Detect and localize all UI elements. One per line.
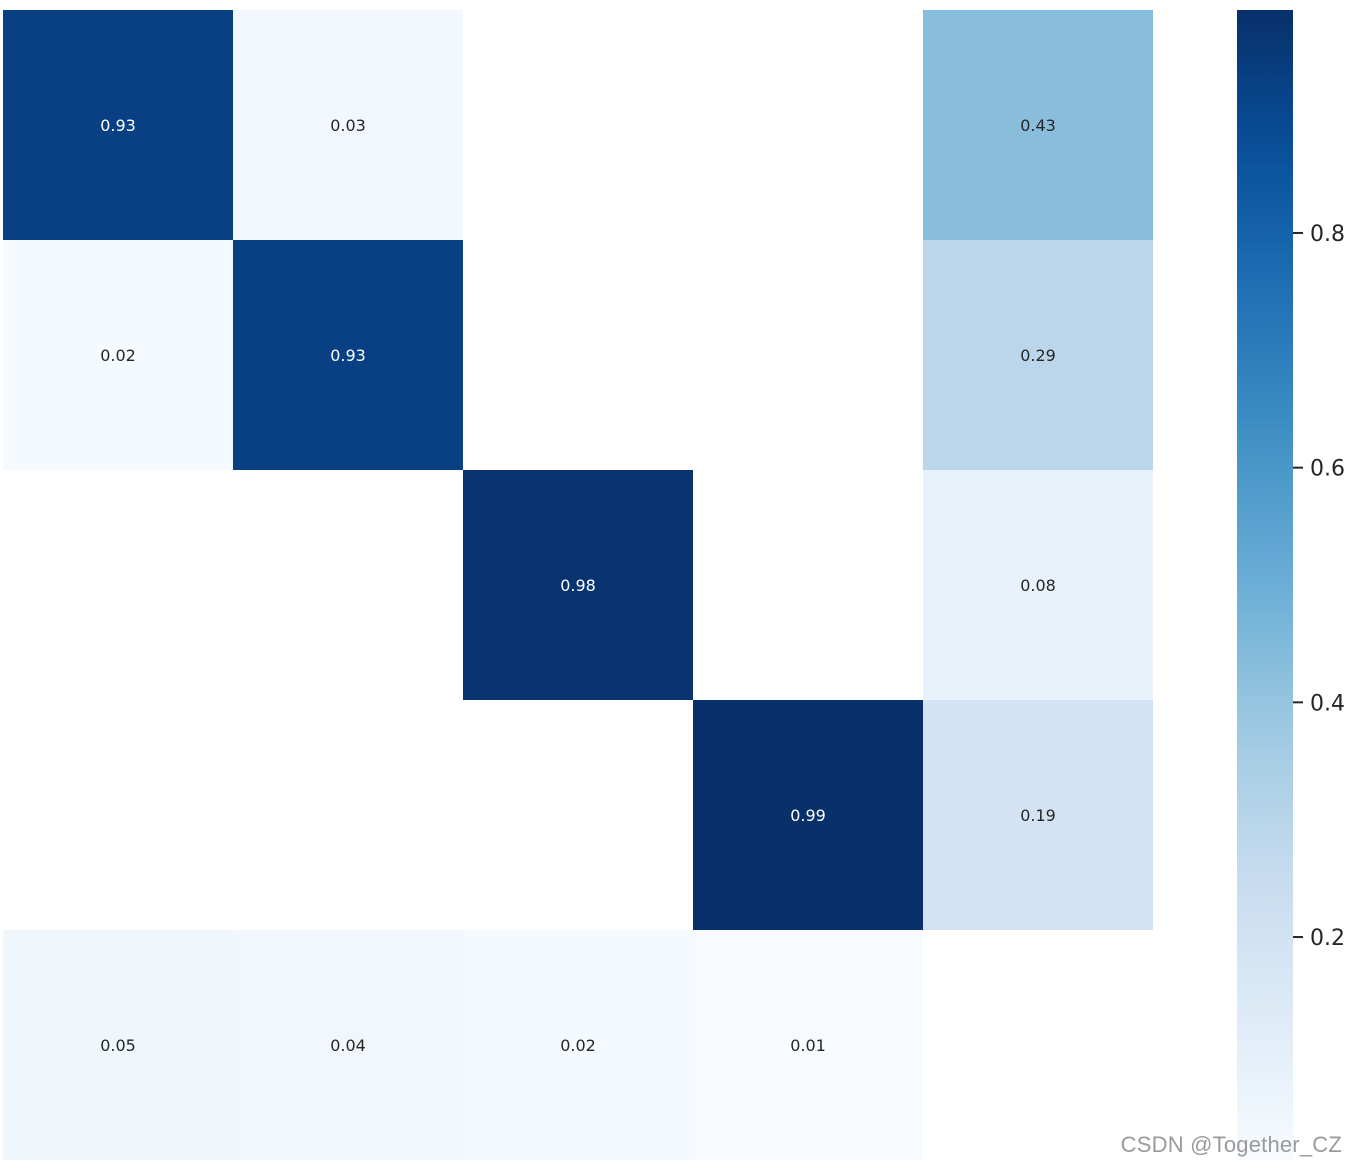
heatmap-cell	[463, 930, 693, 1160]
heatmap-cell	[923, 240, 1153, 470]
heatmap-cell	[3, 240, 233, 470]
colorbar-tick-label: 0.6	[1310, 457, 1345, 482]
heatmap-cell	[923, 10, 1153, 240]
heatmap-cell-labels: 0.93 0.03 0.43 0.02 0.93 0.29 0.98 0.08 0.99 0.19…	[100, 116, 1056, 1055]
watermark: CSDN @Together_CZ	[1120, 1132, 1342, 1157]
cell-value-label: 0.05	[100, 1036, 136, 1055]
cell-value-label: 0.02	[100, 346, 136, 365]
heatmap-cell	[463, 470, 693, 700]
cell-value-label: 0.93	[100, 116, 136, 135]
cell-value-label: 0.43	[1020, 116, 1056, 135]
heatmap-cell	[693, 700, 923, 930]
cell-value-label: 0.98	[560, 576, 596, 595]
colorbar-tick-label: 0.2	[1310, 926, 1345, 951]
cell-value-label: 0.01	[790, 1036, 826, 1055]
heatmap-cell	[693, 930, 923, 1160]
cell-value-label: 0.04	[330, 1036, 366, 1055]
colorbar-tick-label: 0.8	[1310, 222, 1345, 247]
cell-value-label: 0.29	[1020, 346, 1056, 365]
cell-value-label: 0.19	[1020, 806, 1056, 825]
cell-value-label: 0.02	[560, 1036, 596, 1055]
colorbar: 0.2 0.4 0.6 0.8	[1237, 10, 1345, 1160]
cell-value-label: 0.03	[330, 116, 366, 135]
heatmap-cell	[923, 470, 1153, 700]
cell-value-label: 0.08	[1020, 576, 1056, 595]
cell-value-label: 0.99	[790, 806, 826, 825]
heatmap-cell	[923, 700, 1153, 930]
heatmap-cell	[233, 240, 463, 470]
colorbar-gradient	[1237, 10, 1293, 1160]
heatmap-cell	[233, 930, 463, 1160]
heatmap-cells	[3, 10, 1153, 1160]
colorbar-tick-label: 0.4	[1310, 691, 1345, 716]
heatmap-cell	[3, 930, 233, 1160]
heatmap-cell	[233, 10, 463, 240]
cell-value-label: 0.93	[330, 346, 366, 365]
heatmap-cell	[3, 10, 233, 240]
